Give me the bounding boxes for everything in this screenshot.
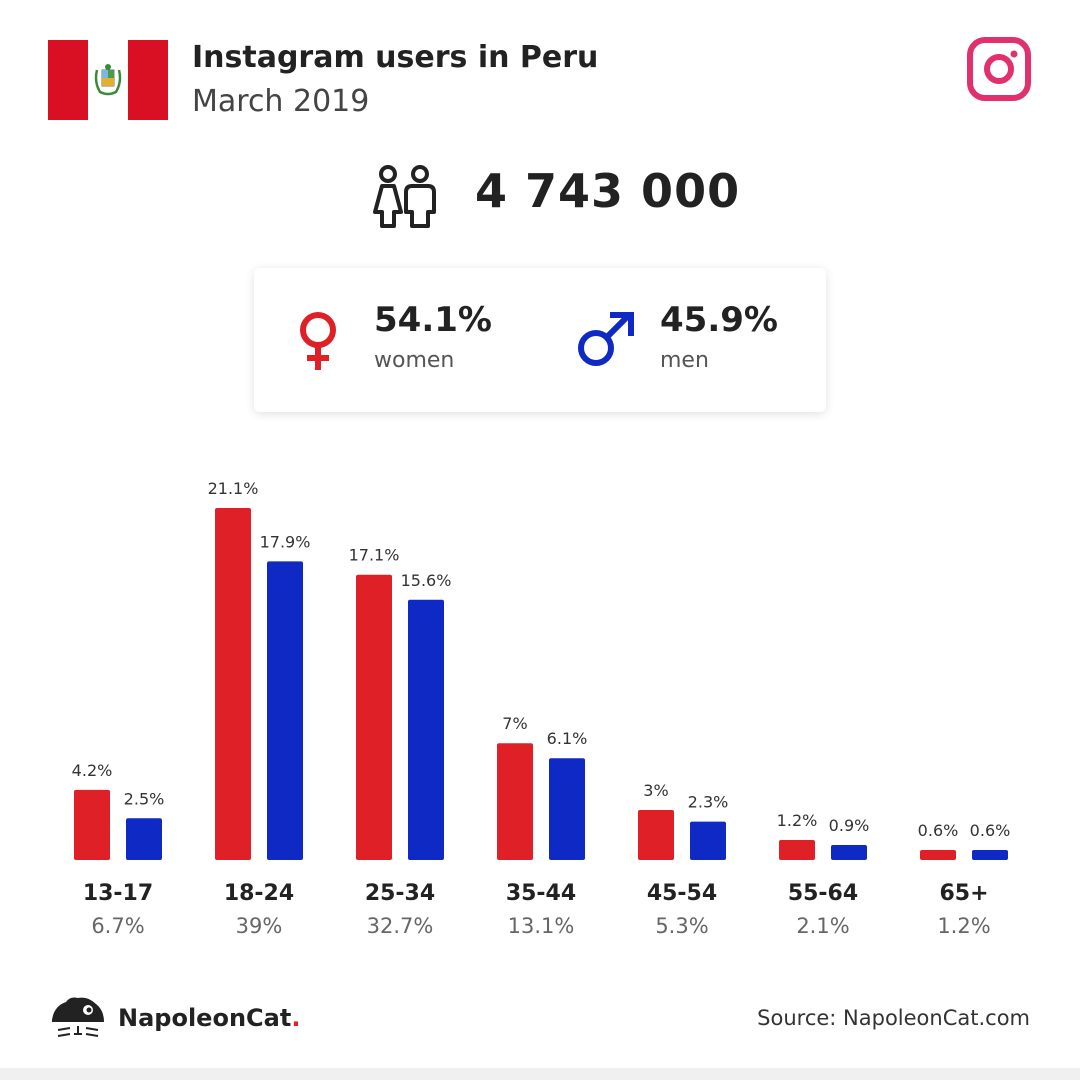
- women-value-label-18-24: 21.1%: [208, 479, 259, 498]
- men-percentage: 45.9%: [660, 300, 778, 340]
- men-bar-13-17: [126, 818, 162, 860]
- instagram-icon: [967, 37, 1031, 101]
- gender-card: 54.1% women 45.9% men: [254, 268, 826, 412]
- category-total-25-34: 32.7%: [367, 914, 434, 938]
- category-total-55-64: 2.1%: [796, 914, 849, 938]
- category-total-13-17: 6.7%: [91, 914, 144, 938]
- source-text: Source: NapoleonCat.com: [757, 1006, 1030, 1030]
- male-icon: [578, 312, 634, 366]
- men-bar-65+: [972, 849, 1008, 860]
- men-bar-45-54: [690, 821, 726, 860]
- napoleoncat-logo-icon: [52, 997, 104, 1037]
- page-title: Instagram users in Peru: [192, 40, 599, 75]
- category-label-65+: 65+: [939, 881, 988, 906]
- men-label: men: [660, 348, 709, 373]
- women-value-label-35-44: 7%: [502, 714, 527, 733]
- category-label-13-17: 13-17: [83, 881, 153, 906]
- men-value-label-65+: 0.6%: [970, 821, 1011, 840]
- women-bar-65+: [920, 849, 956, 860]
- women-bar-25-34: [356, 574, 392, 860]
- category-label-55-64: 55-64: [788, 881, 858, 906]
- age-gender-bar-chart: 4.2% 2.5% 13-17 6.7% 21.1% 17.9% 18-24 39% 17.1%…: [72, 479, 1011, 938]
- category-label-25-34: 25-34: [365, 881, 435, 906]
- men-value-label-55-64: 0.9%: [829, 816, 870, 835]
- men-bar-18-24: [267, 561, 303, 860]
- women-bar-55-64: [779, 839, 815, 860]
- users-icon: [373, 165, 436, 228]
- category-total-35-44: 13.1%: [508, 914, 575, 938]
- women-value-label-45-54: 3%: [643, 781, 668, 800]
- women-value-label-25-34: 17.1%: [349, 546, 400, 565]
- total-users: 4 743 000: [475, 164, 741, 218]
- men-bar-25-34: [408, 599, 444, 860]
- men-value-label-18-24: 17.9%: [260, 532, 311, 551]
- men-bar-55-64: [831, 844, 867, 860]
- peru-flag-icon: [48, 40, 168, 120]
- men-value-label-45-54: 2.3%: [688, 793, 729, 812]
- category-label-35-44: 35-44: [506, 881, 576, 906]
- men-bar-35-44: [549, 758, 585, 860]
- category-total-18-24: 39%: [236, 914, 283, 938]
- women-value-label-13-17: 4.2%: [72, 761, 113, 780]
- women-percentage: 54.1%: [374, 300, 492, 340]
- female-icon: [300, 312, 336, 370]
- category-total-65+: 1.2%: [937, 914, 990, 938]
- category-total-45-54: 5.3%: [655, 914, 708, 938]
- bottom-strip: [0, 1068, 1080, 1080]
- category-label-18-24: 18-24: [224, 881, 294, 906]
- brand-name-text: NapoleonCat: [118, 1004, 292, 1032]
- coat-of-arms-icon: [94, 64, 122, 96]
- women-bar-18-24: [215, 508, 251, 860]
- men-value-label-25-34: 15.6%: [401, 571, 452, 590]
- men-value-label-13-17: 2.5%: [124, 789, 165, 808]
- women-value-label-55-64: 1.2%: [777, 811, 818, 830]
- category-label-45-54: 45-54: [647, 881, 717, 906]
- brand-dot: .: [291, 1004, 301, 1032]
- brand-name: NapoleonCat.: [118, 1004, 300, 1032]
- men-value-label-35-44: 6.1%: [547, 729, 588, 748]
- women-label: women: [374, 348, 455, 373]
- women-bar-45-54: [638, 809, 674, 860]
- page-subtitle: March 2019: [192, 84, 370, 119]
- women-bar-35-44: [497, 743, 533, 860]
- women-bar-13-17: [74, 789, 110, 860]
- women-value-label-65+: 0.6%: [918, 821, 959, 840]
